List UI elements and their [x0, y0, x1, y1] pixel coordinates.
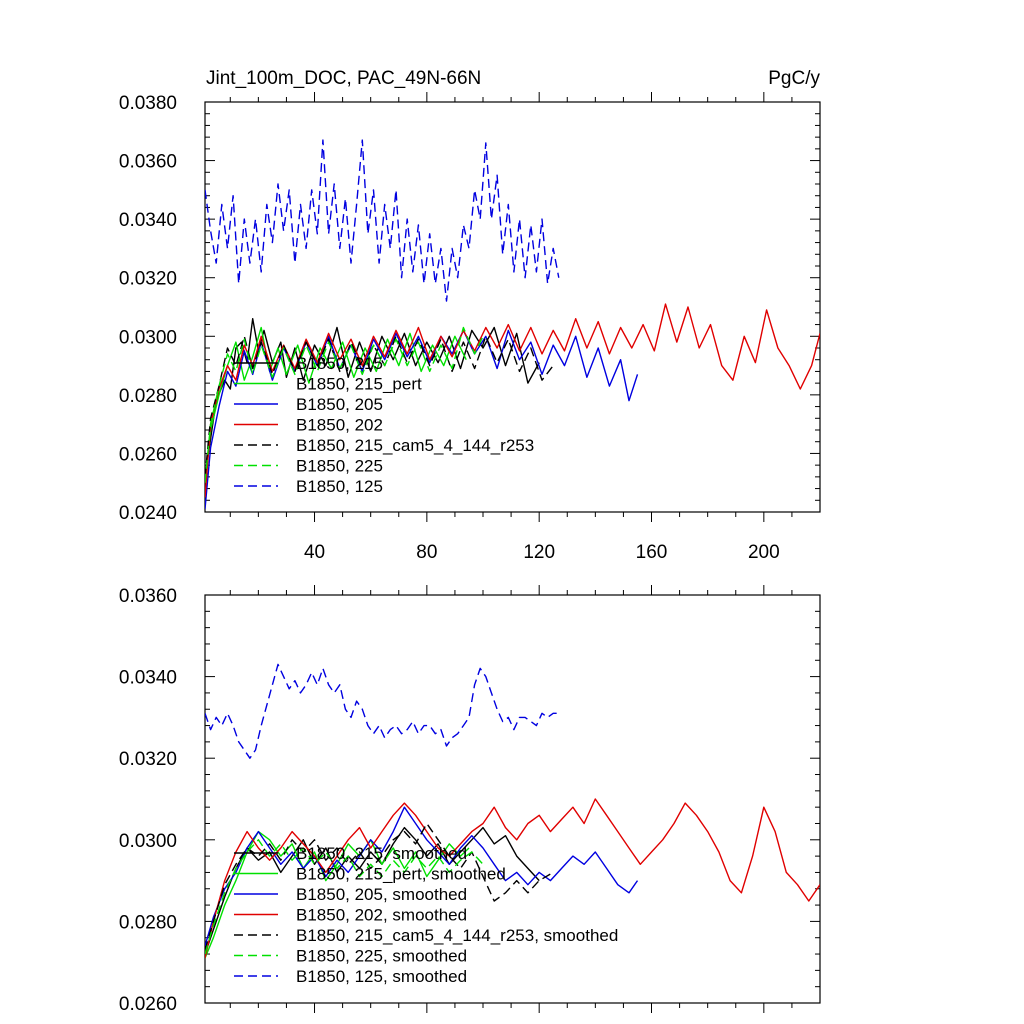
legend-label: B1850, 205 — [296, 395, 383, 414]
series-line — [205, 303, 820, 498]
bottom-panel: 0.0260 0.0280 0.0300 0.0320 0.0340 0.0360 B185… — [119, 585, 821, 1015]
y-tick-label: 0.0380 — [119, 93, 177, 114]
x-tick-label: 200 — [748, 542, 780, 563]
y-tick-label: 0.0340 — [119, 210, 177, 231]
legend-label: B1850, 205, smoothed — [296, 885, 467, 904]
series-line — [205, 806, 639, 947]
series-line — [205, 830, 470, 959]
units-label: PgC/y — [768, 68, 820, 89]
series-line — [205, 839, 484, 955]
series-line — [205, 318, 540, 478]
series-line — [205, 826, 540, 955]
series-line — [205, 822, 554, 951]
y-tick-label: 0.0280 — [119, 912, 177, 933]
y-tick-label: 0.0300 — [119, 327, 177, 348]
plot-frame — [204, 594, 821, 1004]
series-line — [205, 663, 559, 759]
series-line — [205, 335, 554, 477]
legend-label: B1850, 215_pert — [296, 375, 422, 394]
y-tick-label: 0.0280 — [119, 386, 177, 407]
legend-label: B1850, 215_cam5_4_144_r253, smoothed — [296, 926, 618, 945]
y-tick-label: 0.0360 — [119, 586, 177, 607]
y-tick-label: 0.0260 — [119, 444, 177, 465]
top-panel: 0.0240 0.0260 0.0280 0.0300 0.0320 0.0340 0.03… — [119, 92, 821, 563]
series-line — [205, 326, 484, 483]
legend-label: B1850, 202 — [296, 416, 383, 435]
y-tick-label: 0.0320 — [119, 749, 177, 770]
legend-label: B1850, 215, smoothed — [296, 844, 467, 863]
x-tick-label: 160 — [636, 542, 668, 563]
y-tick-label: 0.0320 — [119, 269, 177, 290]
y-tick-label: 0.0360 — [119, 152, 177, 173]
y-tick-label: 0.0300 — [119, 831, 177, 852]
legend-label: B1850, 225, smoothed — [296, 947, 467, 966]
series-line — [205, 798, 820, 959]
legend-label: B1850, 125 — [296, 477, 383, 496]
legend-label: B1850, 202, smoothed — [296, 906, 467, 925]
y-tick-label: 0.0260 — [119, 994, 177, 1015]
y-tick-label: 0.0240 — [119, 503, 177, 524]
legend-label: B1850, 215 — [296, 354, 383, 373]
plot-frame — [204, 101, 821, 513]
plot-title: Jint_100m_DOC, PAC_49N-66N — [206, 68, 481, 89]
y-tick-label: 0.0340 — [119, 668, 177, 689]
legend-label: B1850, 215_pert, smoothed — [296, 865, 506, 884]
x-tick-label: 80 — [416, 542, 437, 563]
legend-label: B1850, 125, smoothed — [296, 967, 467, 986]
legend-label: B1850, 215_cam5_4_144_r253 — [296, 436, 534, 455]
legend-label: B1850, 225 — [296, 457, 383, 476]
x-tick-label: 40 — [304, 542, 325, 563]
series-line — [205, 139, 560, 302]
series-line — [205, 329, 639, 510]
x-tick-label: 120 — [523, 542, 555, 563]
